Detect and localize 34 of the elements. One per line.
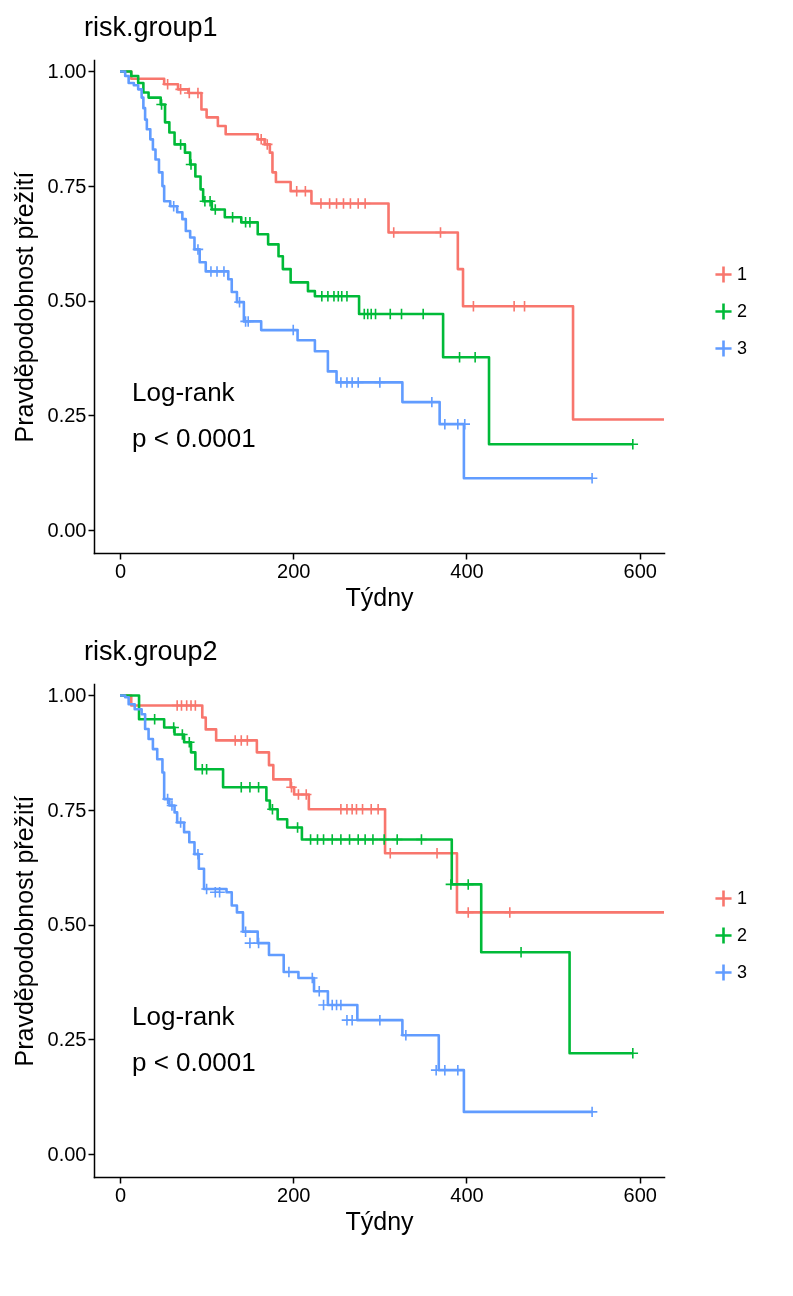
- annotation: Log-rank: [132, 377, 236, 407]
- y-tick-label: 0.75: [47, 798, 87, 821]
- annotation: p < 0.0001: [132, 423, 256, 453]
- x-tick-label: 200: [277, 1183, 311, 1206]
- x-tick-label: 400: [450, 559, 484, 582]
- x-tick-label: 200: [277, 559, 311, 582]
- y-axis-title: Pravděpodobnost přežití: [9, 795, 38, 1067]
- x-axis-title: Týdny: [345, 1206, 415, 1235]
- y-tick-label: 0.50: [47, 913, 87, 936]
- legend-label: 1: [737, 263, 748, 284]
- annotation: Log-rank: [132, 1001, 236, 1031]
- legend-label: 2: [737, 924, 748, 945]
- chart-title: risk.group1: [84, 12, 218, 42]
- x-tick-label: 0: [114, 1183, 127, 1206]
- y-axis-title: Pravděpodobnost přežití: [9, 171, 38, 443]
- y-tick-label: 0.00: [47, 518, 87, 541]
- legend-label: 1: [737, 887, 748, 908]
- chart-title: risk.group2: [84, 636, 218, 666]
- y-tick-label: 1.00: [47, 59, 87, 82]
- y-tick-label: 0.25: [47, 403, 87, 426]
- y-tick-label: 1.00: [47, 683, 87, 706]
- legend-label: 3: [737, 337, 748, 358]
- y-tick-label: 0.00: [47, 1142, 87, 1165]
- y-tick-label: 0.25: [47, 1027, 87, 1050]
- x-tick-label: 0: [114, 559, 127, 582]
- x-tick-label: 600: [623, 1183, 657, 1206]
- x-axis-title: Týdny: [345, 582, 415, 611]
- y-tick-label: 0.75: [47, 174, 87, 197]
- legend-label: 2: [737, 300, 748, 321]
- y-tick-label: 0.50: [47, 289, 87, 312]
- x-tick-label: 400: [450, 1183, 484, 1206]
- annotation: p < 0.0001: [132, 1047, 256, 1077]
- x-tick-label: 600: [623, 559, 657, 582]
- legend-label: 3: [737, 961, 748, 982]
